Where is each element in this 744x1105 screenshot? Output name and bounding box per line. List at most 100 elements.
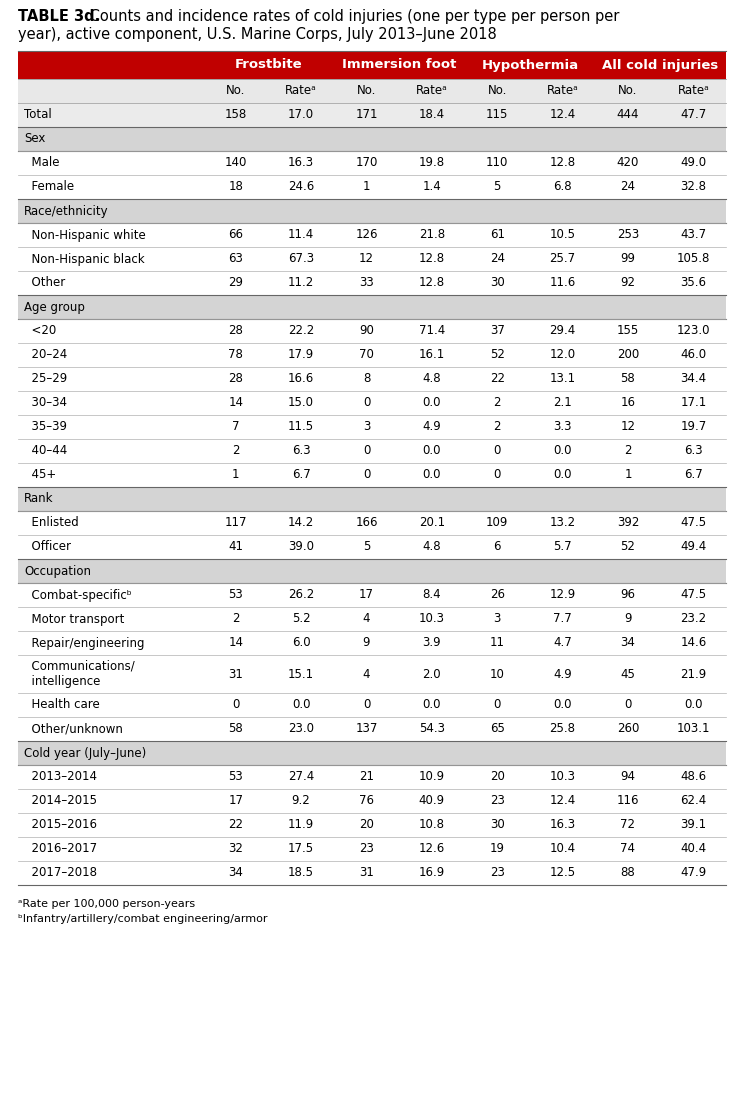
Text: 12.8: 12.8	[419, 253, 445, 265]
Text: 21.9: 21.9	[680, 667, 707, 681]
Text: 58: 58	[228, 723, 243, 736]
Bar	[18, 439, 726, 463]
Text: 0.0: 0.0	[423, 444, 441, 457]
Text: ᵇInfantry/artillery/combat engineering/armor: ᵇInfantry/artillery/combat engineering/a…	[18, 914, 268, 924]
Text: 16.3: 16.3	[288, 157, 314, 169]
Text: Rank: Rank	[24, 493, 54, 505]
Text: 20.1: 20.1	[419, 516, 445, 529]
Text: 5.2: 5.2	[292, 612, 310, 625]
Text: 16.1: 16.1	[419, 348, 445, 361]
Text: 61: 61	[490, 229, 504, 242]
Text: 17.1: 17.1	[680, 397, 707, 410]
Text: 12.0: 12.0	[550, 348, 576, 361]
Bar	[18, 511, 726, 535]
Text: 12.4: 12.4	[549, 794, 576, 808]
Text: Other/unknown: Other/unknown	[24, 723, 123, 736]
Text: 170: 170	[355, 157, 378, 169]
Text: 27.4: 27.4	[288, 770, 314, 783]
Text: TABLE 3d.: TABLE 3d.	[18, 9, 100, 24]
Text: 20: 20	[359, 819, 374, 831]
Text: 158: 158	[225, 108, 247, 122]
Text: Total: Total	[24, 108, 52, 122]
Text: 14: 14	[228, 397, 243, 410]
Bar	[18, 655, 726, 693]
Text: 23: 23	[490, 794, 504, 808]
Text: 12.8: 12.8	[419, 276, 445, 290]
Text: 47.5: 47.5	[680, 516, 706, 529]
Text: 0.0: 0.0	[292, 698, 310, 712]
Text: 110: 110	[486, 157, 508, 169]
Text: 66: 66	[228, 229, 243, 242]
Text: 71.4: 71.4	[419, 325, 445, 337]
Text: Rateᵃ: Rateᵃ	[547, 84, 578, 97]
Text: 19.7: 19.7	[680, 421, 707, 433]
Bar	[18, 693, 726, 717]
Bar	[18, 103, 726, 127]
Text: 23.2: 23.2	[680, 612, 706, 625]
Text: 0.0: 0.0	[684, 698, 702, 712]
Text: 0: 0	[493, 444, 501, 457]
Text: Rateᵃ: Rateᵃ	[416, 84, 448, 97]
Text: 22.2: 22.2	[288, 325, 314, 337]
Text: 12: 12	[620, 421, 635, 433]
Text: Race/ethnicity: Race/ethnicity	[24, 204, 109, 218]
Text: 4: 4	[362, 612, 371, 625]
Text: 72: 72	[620, 819, 635, 831]
Text: 47.9: 47.9	[680, 866, 707, 880]
Text: 88: 88	[620, 866, 635, 880]
Text: 29: 29	[228, 276, 243, 290]
Text: 10.3: 10.3	[419, 612, 445, 625]
Text: 34.4: 34.4	[680, 372, 706, 386]
Text: 7.7: 7.7	[554, 612, 572, 625]
Text: 4.9: 4.9	[554, 667, 572, 681]
Text: Counts and incidence rates of cold injuries (one per type per person per: Counts and incidence rates of cold injur…	[85, 9, 619, 24]
Text: 18.4: 18.4	[419, 108, 445, 122]
Bar	[18, 535, 726, 559]
Text: No.: No.	[357, 84, 376, 97]
Text: 20–24: 20–24	[24, 348, 67, 361]
Bar	[18, 295, 726, 319]
Text: 2014–2015: 2014–2015	[24, 794, 97, 808]
Text: 30–34: 30–34	[24, 397, 67, 410]
Text: 0: 0	[363, 469, 370, 482]
Bar	[18, 765, 726, 789]
Text: No.: No.	[487, 84, 507, 97]
Text: 35–39: 35–39	[24, 421, 67, 433]
Text: 21.8: 21.8	[419, 229, 445, 242]
Text: 4: 4	[362, 667, 371, 681]
Bar	[18, 487, 726, 511]
Text: Rateᵃ: Rateᵃ	[285, 84, 317, 97]
Text: 115: 115	[486, 108, 508, 122]
Text: 8: 8	[363, 372, 370, 386]
Text: 21: 21	[359, 770, 374, 783]
Text: 116: 116	[617, 794, 639, 808]
Text: 45: 45	[620, 667, 635, 681]
Text: 2.1: 2.1	[554, 397, 572, 410]
Text: 117: 117	[225, 516, 247, 529]
Text: No.: No.	[618, 84, 638, 97]
Text: 37: 37	[490, 325, 504, 337]
Bar	[18, 127, 726, 151]
Text: Combat-specificᵇ: Combat-specificᵇ	[24, 589, 132, 601]
Text: 62.4: 62.4	[680, 794, 707, 808]
Text: 34: 34	[620, 636, 635, 650]
Text: 0: 0	[363, 397, 370, 410]
Text: 6.7: 6.7	[292, 469, 310, 482]
Text: 9.2: 9.2	[292, 794, 310, 808]
Bar	[18, 583, 726, 607]
Text: 171: 171	[355, 108, 378, 122]
Bar	[18, 223, 726, 248]
Text: 0: 0	[363, 444, 370, 457]
Text: Repair/engineering: Repair/engineering	[24, 636, 144, 650]
Text: Rateᵃ: Rateᵃ	[678, 84, 709, 97]
Text: 17: 17	[228, 794, 243, 808]
Text: 24: 24	[490, 253, 504, 265]
Text: 63: 63	[228, 253, 243, 265]
Text: Sex: Sex	[24, 133, 45, 146]
Bar	[18, 248, 726, 271]
Text: 0.0: 0.0	[423, 397, 441, 410]
Text: No.: No.	[226, 84, 246, 97]
Bar	[18, 415, 726, 439]
Text: 0.0: 0.0	[554, 698, 572, 712]
Text: 31: 31	[359, 866, 374, 880]
